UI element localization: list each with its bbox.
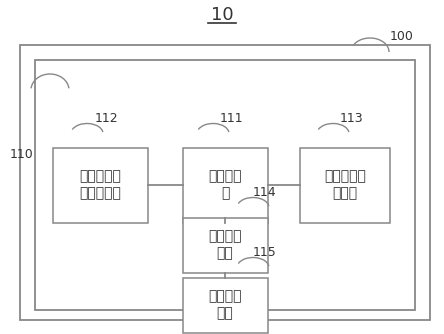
Bar — [182, 148, 267, 222]
Bar — [300, 148, 390, 222]
Text: 111: 111 — [220, 113, 244, 126]
Text: 112: 112 — [95, 113, 119, 126]
Text: 10: 10 — [211, 6, 233, 24]
Bar — [182, 217, 267, 273]
Text: 115: 115 — [253, 246, 277, 260]
Text: 100: 100 — [390, 30, 414, 43]
Text: 无线通信
模块: 无线通信 模块 — [208, 289, 242, 321]
Text: 边缘计算
模块: 边缘计算 模块 — [208, 229, 242, 261]
Text: 113: 113 — [340, 113, 364, 126]
Bar — [52, 148, 147, 222]
Text: 机电设备信
号采集模块: 机电设备信 号采集模块 — [79, 169, 121, 201]
Text: 环境参数检
测模块: 环境参数检 测模块 — [324, 169, 366, 201]
Text: 主控制模
块: 主控制模 块 — [208, 169, 242, 201]
Text: 110: 110 — [10, 149, 34, 162]
Text: 114: 114 — [253, 186, 277, 199]
Bar — [182, 278, 267, 333]
Bar — [35, 60, 415, 310]
Bar — [20, 45, 430, 320]
